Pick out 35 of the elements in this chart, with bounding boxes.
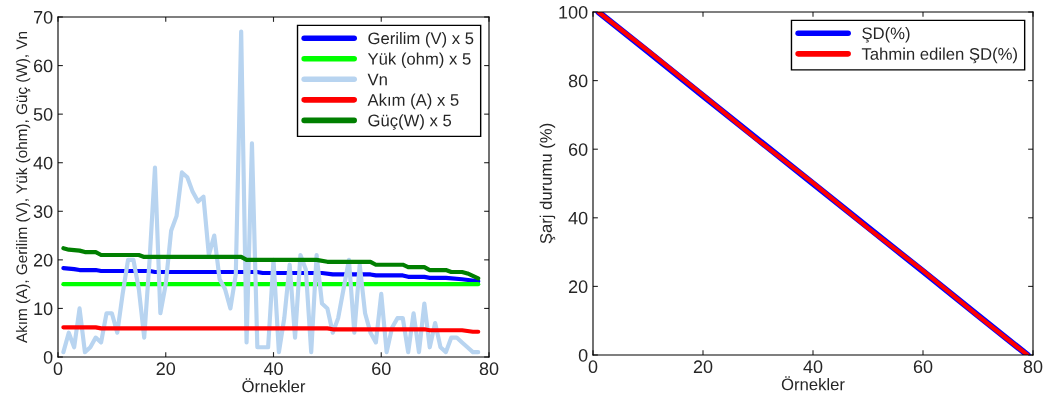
- legend-label: Gerilim (V) x 5: [368, 32, 474, 48]
- legend-label: Akım (A) x 5: [367, 93, 459, 110]
- y-tick-label: 60: [568, 143, 588, 156]
- x-tick-label: 20: [156, 362, 176, 376]
- legend-label: ŞD(%): [862, 27, 910, 43]
- x-tick-label: 0: [53, 362, 63, 376]
- y-tick-label: 0: [43, 350, 53, 364]
- legend-label: Vn: [367, 73, 387, 86]
- x-tick-label: 40: [803, 360, 823, 374]
- y-tick-label: 40: [568, 211, 588, 225]
- y-tick-label: 50: [33, 108, 53, 121]
- x-tick-label: 40: [263, 362, 283, 376]
- x-tick-label: 60: [372, 362, 391, 376]
- x-tick-label: 80: [1023, 360, 1043, 374]
- y-tick-label: 20: [33, 253, 53, 267]
- x-axis-title: Örnekler: [781, 376, 845, 391]
- y-tick-label: 10: [34, 302, 53, 316]
- legend-label: Yük (ohm) x 5: [367, 52, 471, 69]
- y-tick-label: 100: [559, 5, 588, 19]
- y-tick-label: 30: [33, 205, 53, 219]
- y-tick-label: 80: [568, 74, 588, 88]
- y-axis-title: Akım (A), Gerilim (V), Yük (ohm), Güç (W), Vn: [15, 31, 31, 344]
- y-tick-label: 70: [33, 10, 53, 24]
- y-tick-label: 0: [578, 348, 588, 362]
- y-axis-title: Şarj durumu (%): [539, 123, 556, 244]
- x-tick-label: 60: [913, 360, 933, 374]
- y-tick-label: 60: [33, 59, 53, 73]
- legend-label: Tahmin edilen ŞD(%): [861, 47, 1017, 64]
- y-tick-label: 40: [33, 156, 53, 170]
- x-tick-label: 20: [693, 360, 713, 374]
- x-tick-label: 80: [479, 362, 499, 376]
- x-tick-label: 0: [588, 360, 598, 374]
- y-tick-label: 20: [568, 280, 588, 294]
- legend-label: Güç(W) x 5: [368, 114, 452, 130]
- x-axis-title: Örnekler: [242, 378, 306, 393]
